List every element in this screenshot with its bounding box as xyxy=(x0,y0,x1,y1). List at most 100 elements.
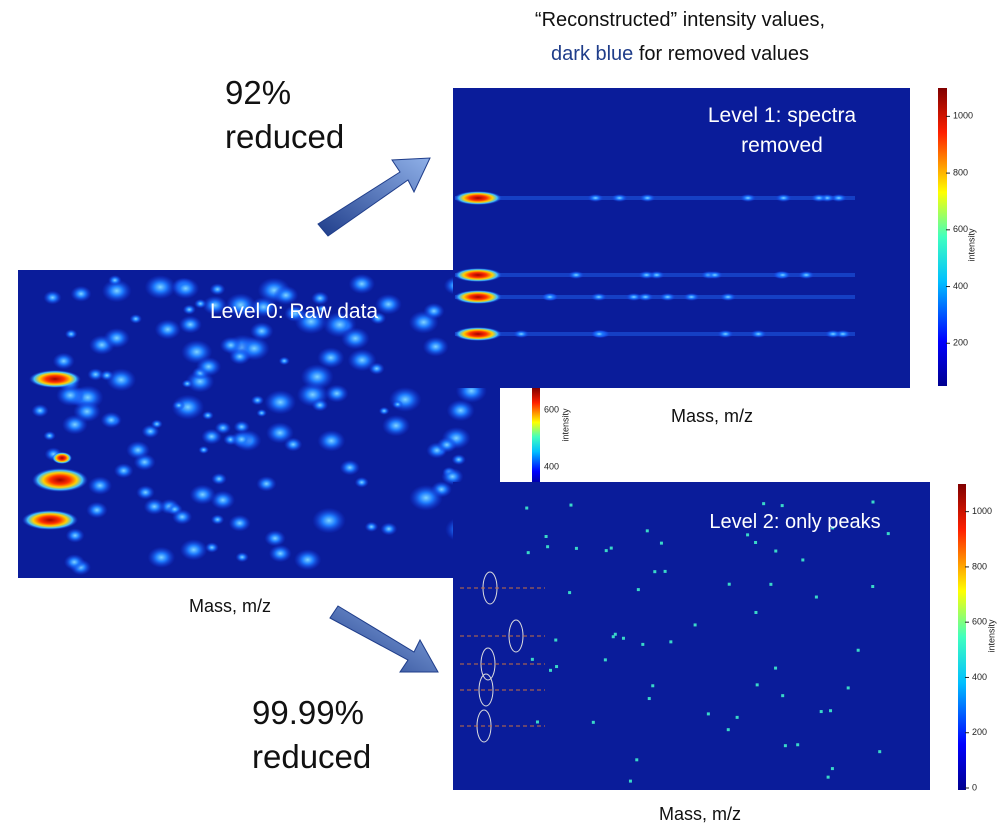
blob xyxy=(182,304,196,315)
blob xyxy=(225,293,257,317)
blob xyxy=(43,290,62,305)
peak-dot xyxy=(628,779,632,783)
peak-dot xyxy=(530,657,534,661)
peak-dot xyxy=(546,545,550,549)
peak-dot xyxy=(544,534,548,538)
colorbar-tick: 400 xyxy=(953,281,968,291)
colorbar-tick: 400 xyxy=(972,672,987,682)
blob xyxy=(113,463,134,479)
hot-peak xyxy=(29,370,81,388)
blob xyxy=(171,277,200,299)
blob xyxy=(73,400,101,423)
peak-dot xyxy=(611,635,615,639)
peak-dot xyxy=(754,610,758,614)
streak xyxy=(455,332,855,336)
peak-dot xyxy=(663,569,667,573)
blob xyxy=(108,275,122,286)
peak-dot xyxy=(735,715,739,719)
peak-dot xyxy=(856,648,860,652)
peak-dot xyxy=(569,503,573,507)
panel-label: Level 0: Raw data xyxy=(210,300,378,323)
peak-dot xyxy=(878,750,882,754)
blob xyxy=(409,484,443,511)
peak-dot xyxy=(574,546,578,550)
blob xyxy=(129,314,142,324)
peak-dot xyxy=(746,533,750,537)
peak-dot xyxy=(706,712,710,716)
hot-peak xyxy=(454,290,502,304)
blob xyxy=(423,302,445,320)
peak-dot xyxy=(645,529,649,533)
peak-dot xyxy=(846,686,850,690)
blob xyxy=(441,468,464,486)
blob xyxy=(825,330,842,338)
blob xyxy=(611,194,628,202)
blob xyxy=(214,421,232,435)
blob xyxy=(256,408,267,417)
panel-raw: Level 0: Raw data Mass, m/z 600 400 inte… xyxy=(18,270,570,616)
blob xyxy=(228,514,251,532)
blob xyxy=(235,552,249,563)
colorbar-tick: 200 xyxy=(953,338,968,348)
blob xyxy=(136,485,155,500)
peak-dot xyxy=(871,585,875,589)
colorbar-tick: 0 xyxy=(972,782,977,792)
header-rest: for removed values xyxy=(639,43,809,65)
blob xyxy=(388,386,422,413)
colorbar-tick: 400 xyxy=(544,461,559,471)
blob xyxy=(720,293,737,301)
x-axis-label: Mass, m/z xyxy=(659,804,741,824)
blob xyxy=(625,293,642,301)
peak-dot xyxy=(774,666,778,670)
blob xyxy=(43,431,56,441)
hot-peak xyxy=(22,510,78,530)
peak-dot xyxy=(762,502,766,506)
blob xyxy=(209,283,226,296)
blob xyxy=(717,330,734,338)
blob xyxy=(249,322,274,341)
blob xyxy=(312,507,346,534)
blob xyxy=(587,194,604,202)
blob xyxy=(317,347,345,369)
peak-circle xyxy=(478,673,494,707)
blob xyxy=(830,194,847,202)
peak-dot xyxy=(641,642,645,646)
blob xyxy=(774,271,791,279)
peak-dot xyxy=(819,710,823,714)
blob xyxy=(251,395,264,406)
arrow xyxy=(317,157,431,237)
blob xyxy=(268,544,292,563)
blob xyxy=(706,271,723,279)
blob xyxy=(590,293,607,301)
blob xyxy=(325,384,349,403)
blob xyxy=(201,428,222,445)
blob xyxy=(311,398,329,412)
panel-label: Level 2: only peaks xyxy=(709,511,880,533)
peak-dot xyxy=(635,758,639,762)
colorbar-tick: 1000 xyxy=(953,111,973,121)
annotation: reduced xyxy=(252,738,371,775)
colorbar-label: intensity xyxy=(986,619,996,653)
blob xyxy=(143,498,165,515)
blob xyxy=(375,293,402,315)
blob xyxy=(256,476,277,492)
blob xyxy=(63,554,85,571)
blob xyxy=(56,384,85,407)
panel-level2: Level 2: only peaks Mass, m/z 1000 800 600… xyxy=(453,482,996,824)
annotation: 99.99% xyxy=(252,694,364,731)
colorbar-tick: 600 xyxy=(544,404,559,414)
blob xyxy=(637,293,654,301)
blob xyxy=(739,194,756,202)
blob xyxy=(202,295,228,315)
blob xyxy=(65,528,85,543)
panel-label: removed xyxy=(741,134,823,157)
colorbar-tick: 200 xyxy=(972,727,987,737)
colorbar xyxy=(958,484,966,790)
blob xyxy=(364,521,379,532)
peak-dot xyxy=(769,582,773,586)
blob xyxy=(639,194,656,202)
blob xyxy=(198,445,209,454)
blob xyxy=(70,285,92,302)
peak-dot xyxy=(814,595,818,599)
colorbar xyxy=(938,88,947,386)
